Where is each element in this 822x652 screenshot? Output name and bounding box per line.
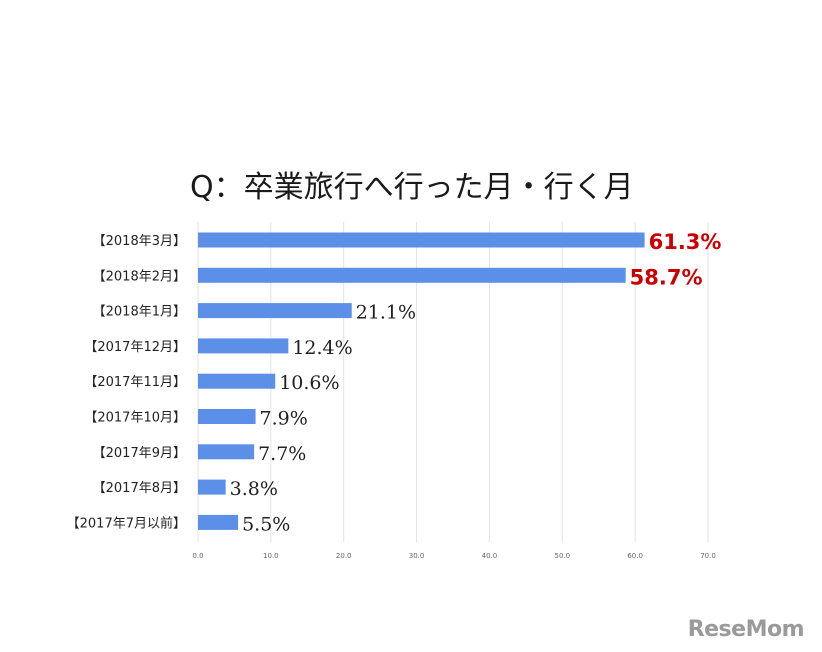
- category-label: 【2017年10月】: [84, 411, 186, 426]
- x-tick-label: 30.0: [409, 552, 425, 560]
- bar: [198, 409, 256, 424]
- value-label: 3.8%: [230, 478, 278, 500]
- chart-title: Q：卒業旅行へ行った月・行く月: [190, 170, 634, 205]
- bar: [198, 373, 276, 389]
- x-axis-ticks: 0.0 10.0 20.0 30.0 40.0 50.0 60.0 70.0: [192, 552, 715, 560]
- bar: [198, 444, 255, 460]
- x-tick-label: 60.0: [627, 552, 643, 560]
- category-label: 【2017年12月】: [84, 340, 186, 355]
- value-label: 21.1%: [356, 302, 416, 324]
- category-label: 【2017年8月】: [93, 481, 186, 496]
- category-label: 【2018年3月】: [93, 234, 186, 249]
- value-label: 5.5%: [242, 513, 290, 535]
- x-tick-label: 0.0: [192, 552, 203, 560]
- value-label: 7.7%: [258, 443, 306, 465]
- category-label: 【2017年9月】: [93, 446, 186, 461]
- x-tick-label: 70.0: [700, 552, 716, 560]
- category-labels: 【2018年3月】【2018年2月】【2018年1月】【2017年12月】【20…: [67, 234, 186, 531]
- bar: [198, 338, 289, 354]
- value-label: 58.7%: [630, 265, 703, 289]
- bar: [198, 514, 239, 530]
- category-label: 【2017年11月】: [84, 375, 186, 390]
- bar: [198, 303, 352, 319]
- x-tick-label: 20.0: [336, 552, 352, 560]
- x-tick-label: 50.0: [554, 552, 570, 560]
- bar: [198, 479, 226, 495]
- x-tick-label: 10.0: [263, 552, 279, 560]
- bars: [198, 232, 645, 530]
- bar: [198, 232, 645, 248]
- resemom-logo: ReseMom: [687, 617, 805, 642]
- value-labels: 61.3% 58.7% 21.1%12.4% 10.6% 7.9% 7.7% 3.8% 5.5…: [230, 230, 722, 535]
- value-label: 61.3%: [649, 230, 722, 254]
- x-tick-label: 40.0: [482, 552, 498, 560]
- value-label: 7.9%: [260, 408, 308, 430]
- value-label: 10.6%: [279, 372, 339, 394]
- value-label: 12.4%: [292, 337, 352, 359]
- category-label: 【2018年2月】: [93, 269, 186, 284]
- bar: [198, 267, 626, 283]
- category-label: 【2017年7月以前】: [67, 515, 186, 531]
- category-label: 【2018年1月】: [93, 305, 186, 320]
